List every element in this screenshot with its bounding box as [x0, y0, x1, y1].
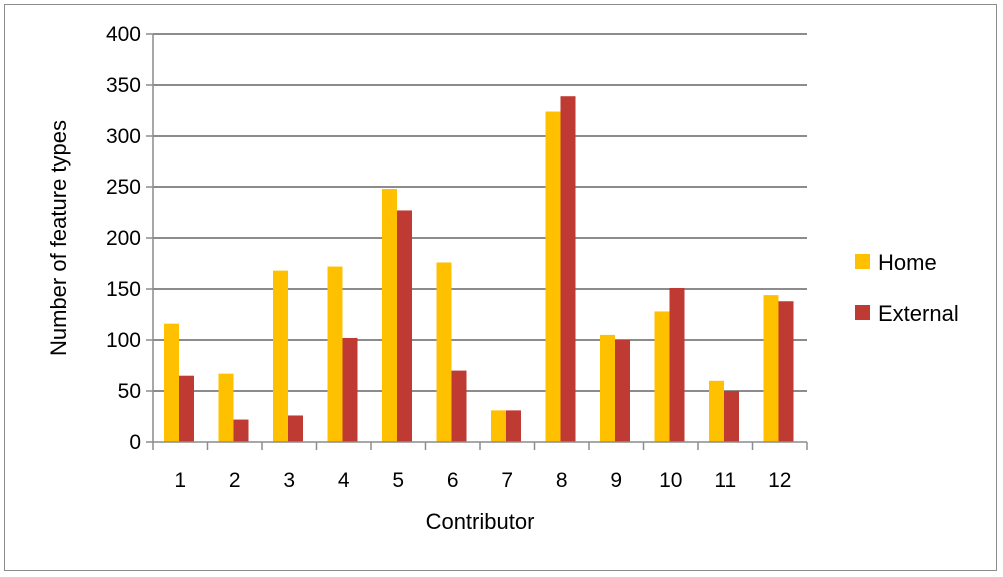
bar-home-11	[709, 380, 724, 442]
legend: Home External	[855, 250, 959, 326]
chart-frame	[4, 4, 997, 571]
y-tick-label: 100	[106, 329, 141, 352]
y-tick-label: 150	[106, 278, 141, 301]
x-tick-label: 10	[659, 469, 682, 492]
bar-home-3	[273, 270, 288, 442]
bar-home-8	[545, 111, 561, 443]
y-tick-label: 400	[106, 23, 141, 46]
y-tick-label: 300	[106, 125, 141, 148]
bar-home-2	[218, 373, 234, 442]
legend-label-home: Home	[878, 250, 937, 275]
x-tick-label: 9	[610, 469, 622, 492]
y-tick-label: 200	[106, 227, 141, 250]
bar-external-9	[615, 340, 630, 442]
x-tick-label: 7	[501, 469, 513, 492]
x-tick-label: 3	[283, 469, 295, 492]
x-axis-label: Contributor	[426, 509, 535, 534]
y-tick-label: 350	[106, 74, 141, 97]
y-tick-label: 50	[118, 380, 141, 403]
y-tick-label: 250	[106, 176, 141, 199]
bar-home-6	[436, 262, 452, 442]
x-tick-label: 5	[392, 469, 404, 492]
legend-label-external: External	[878, 301, 959, 326]
y-axis-label: Number of feature types	[46, 120, 71, 356]
bar-external-5	[397, 210, 412, 442]
x-tick-label: 2	[229, 469, 241, 492]
bar-home-12	[763, 295, 779, 442]
x-tick-label: 11	[714, 469, 736, 492]
legend-swatch-external	[855, 305, 870, 320]
x-tick-label: 6	[447, 469, 459, 492]
x-tick-label: 12	[768, 469, 791, 492]
y-tick-labels: 0 50 100 150 200 250 300 350 400	[106, 23, 141, 454]
bar-home-7	[491, 410, 506, 442]
x-tick-label: 1	[174, 469, 186, 492]
bar-home-1	[164, 323, 179, 442]
bar-external-2	[233, 419, 249, 442]
bar-external-10	[669, 287, 685, 442]
bar-external-3	[288, 415, 303, 442]
bar-external-1	[179, 375, 194, 442]
bar-home-9	[600, 334, 615, 442]
gridlines	[153, 33, 807, 392]
x-tick-label: 8	[556, 469, 568, 492]
bar-external-8	[560, 96, 576, 442]
axes	[146, 33, 808, 450]
bar-home-5	[382, 189, 397, 442]
bar-external-4	[342, 337, 358, 442]
bar-home-4	[327, 266, 343, 442]
bars	[164, 96, 794, 443]
bar-external-12	[778, 301, 794, 442]
bar-external-11	[724, 391, 739, 442]
x-tick-label: 4	[338, 469, 350, 492]
bar-external-7	[506, 410, 521, 442]
bar-external-6	[451, 370, 467, 442]
legend-swatch-home	[855, 254, 870, 269]
x-tick-labels: 1 2 3 4 5 6 7 8 9 10 11 12	[174, 469, 791, 492]
bar-home-10	[654, 311, 670, 442]
y-tick-label: 0	[129, 431, 141, 454]
